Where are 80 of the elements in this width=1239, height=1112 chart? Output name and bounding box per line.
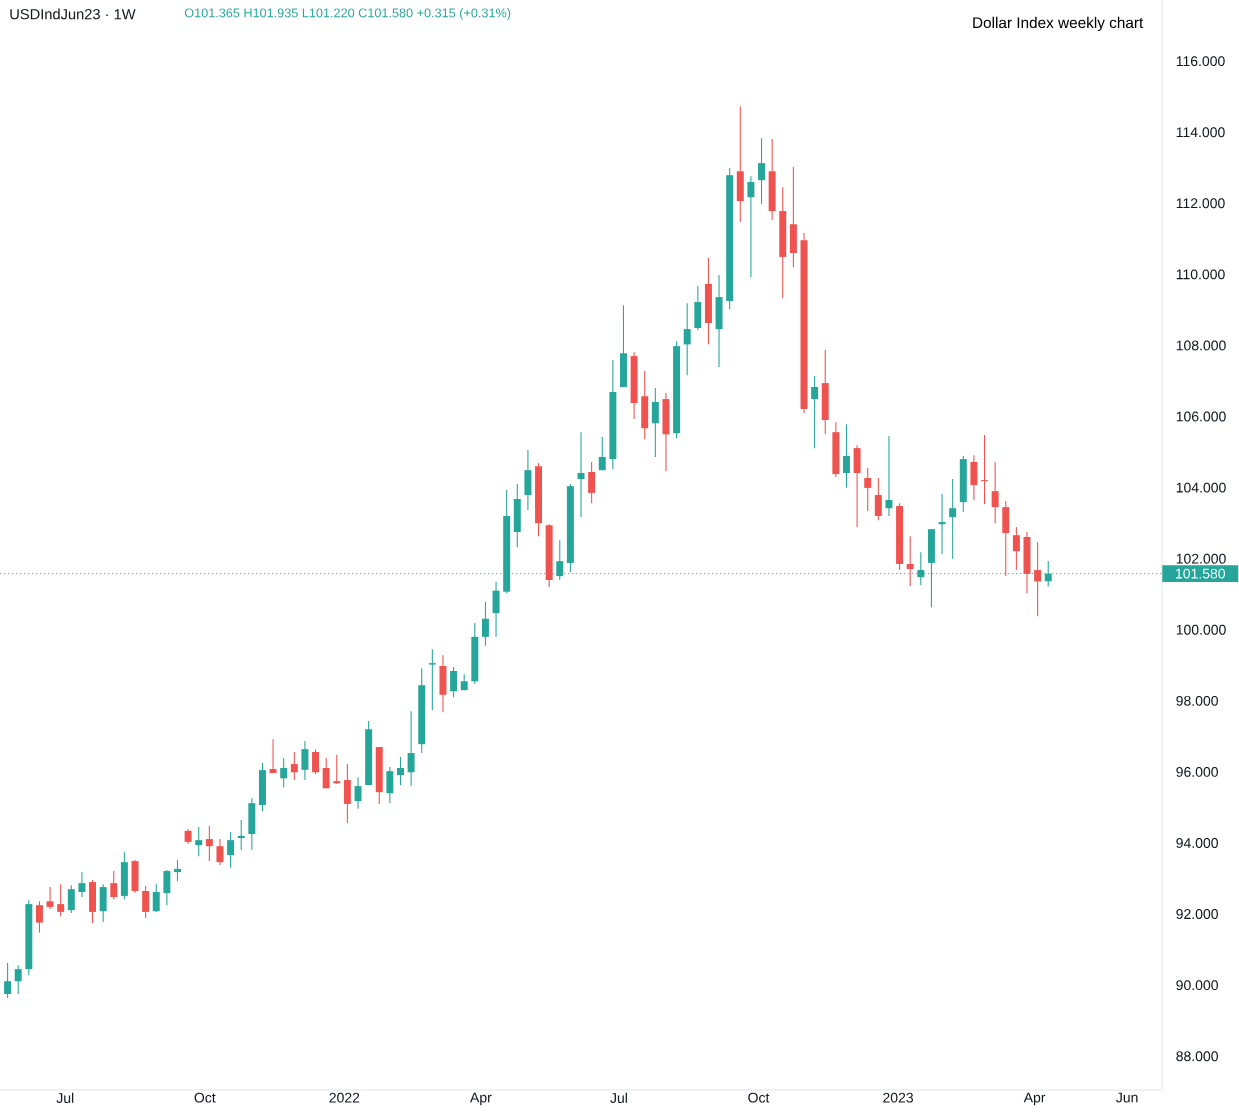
candlestick	[864, 467, 872, 512]
candlestick	[885, 435, 893, 517]
y-tick-label: 106.000	[1176, 411, 1226, 422]
x-tick-label: 2022	[329, 1092, 360, 1103]
candlestick	[46, 886, 54, 910]
y-tick-label: 102.000	[1176, 553, 1226, 564]
candlestick	[78, 871, 86, 898]
candlestick	[386, 766, 394, 804]
x-tick-label: Jul	[56, 1092, 74, 1103]
y-tick-label: 112.000	[1176, 198, 1225, 209]
x-tick-label: Oct	[194, 1092, 216, 1103]
y-tick-label: 98.000	[1176, 695, 1218, 706]
candlestick	[407, 710, 415, 787]
x-tick-label: Jun	[1116, 1092, 1138, 1103]
y-tick-label: 104.000	[1176, 482, 1226, 493]
candlestick	[396, 756, 404, 786]
y-tick-label: 90.000	[1176, 980, 1218, 991]
candlestick	[35, 900, 43, 934]
y-tick-label: 92.000	[1176, 909, 1218, 920]
candlestick	[57, 883, 65, 917]
y-tick-label: 110.000	[1176, 269, 1225, 280]
candlestick	[758, 137, 766, 205]
y-tick-label: 114.000	[1176, 127, 1225, 138]
candlestick	[556, 539, 564, 581]
candlestick	[195, 826, 203, 857]
y-tick-label: 88.000	[1176, 1051, 1218, 1062]
chart-subtitle: USDIndJun23 · 1W	[10, 8, 136, 20]
candlestick	[970, 454, 978, 501]
candlestick	[174, 859, 181, 882]
x-tick-label: Jul	[610, 1092, 627, 1103]
candlestick	[14, 964, 22, 995]
candlestick	[991, 461, 999, 524]
candlestick	[651, 387, 659, 458]
candlestick	[492, 581, 500, 638]
x-tick-label: Oct	[748, 1092, 770, 1103]
candlestick	[683, 302, 691, 376]
candlestick	[216, 838, 224, 866]
y-tick-label: 116.000	[1176, 56, 1225, 67]
ref-line-label: 101.580	[1176, 568, 1226, 579]
x-tick-label: Apr	[470, 1092, 492, 1106]
y-tick-label: 100.000	[1176, 624, 1226, 635]
candlestick	[343, 763, 351, 824]
candlestick	[450, 666, 458, 698]
candlestick	[290, 751, 298, 781]
candlestick	[588, 461, 596, 504]
candlestick	[142, 885, 150, 919]
candlestick	[981, 434, 989, 505]
y-tick-label: 96.000	[1176, 766, 1218, 777]
candlestick	[938, 493, 946, 555]
candlestick	[906, 535, 914, 587]
candlestick	[333, 754, 341, 785]
annotation: O101.365 H101.935 L101.220 C101.580 +0.315 (+0.31%)	[184, 8, 511, 20]
candlestick	[312, 748, 320, 775]
candlestick	[481, 601, 489, 647]
candlestick	[227, 831, 235, 869]
y-tick-label: 94.000	[1176, 838, 1218, 848]
candlestick	[322, 757, 330, 789]
candlestick	[4, 962, 12, 999]
y-tick-label: 108.000	[1176, 340, 1226, 351]
candlestick	[811, 375, 819, 449]
candlestick	[747, 175, 755, 278]
text: Dollar Index weekly chart	[973, 16, 1144, 32]
x-tick-label: Apr	[1023, 1092, 1046, 1106]
candlestick	[205, 825, 213, 862]
candlestick	[269, 738, 277, 774]
candlestick	[152, 883, 160, 913]
candlestick	[949, 478, 957, 560]
candlestick	[1034, 541, 1042, 617]
candlestick	[1012, 526, 1020, 571]
candlestick	[280, 757, 288, 788]
candlestick	[67, 884, 75, 914]
candlestick	[163, 869, 171, 906]
candlestick	[237, 819, 245, 851]
candlestick	[598, 436, 606, 471]
candlestick	[110, 870, 118, 900]
candlestick	[428, 648, 436, 711]
candlestick	[842, 423, 850, 489]
x-tick-label: 2023	[883, 1092, 913, 1103]
candlestick	[301, 740, 309, 781]
candlestick	[874, 477, 882, 521]
